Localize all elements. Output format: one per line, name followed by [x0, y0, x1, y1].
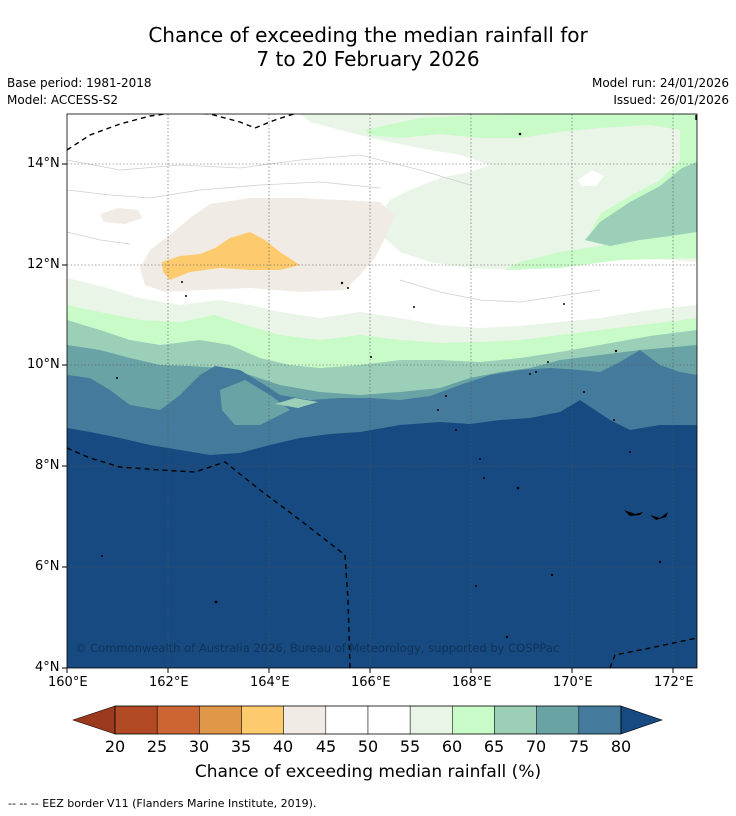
map-title-line2: 7 to 20 February 2026: [256, 47, 480, 71]
colorbar-tick: 65: [483, 737, 505, 756]
colorbar-tick: 25: [146, 737, 168, 756]
colorbar-over-arrow: [620, 705, 663, 735]
colorbar-under-arrow: [72, 705, 116, 735]
lon-tick-label: 166°E: [351, 675, 391, 690]
colorbar-bin: [578, 705, 622, 735]
lat-tick-label: 4°N: [35, 660, 60, 675]
probability-field: [67, 114, 697, 668]
colorbar-bin: [536, 705, 580, 735]
patch-65-70: [275, 398, 318, 408]
colorbar-bin: [283, 705, 327, 735]
map-frame: [66, 113, 698, 669]
colorbar-tick: 50: [357, 737, 379, 756]
colorbar-tick: 35: [230, 737, 252, 756]
model-label: Model: ACCESS-S2: [7, 93, 119, 107]
colorbar-bin: [452, 705, 495, 735]
lat-tick-label: 10°N: [27, 357, 60, 372]
colorbar-bin: [494, 705, 537, 735]
colorbar-tick: 20: [104, 737, 126, 756]
lon-tick-label: 168°E: [452, 675, 492, 690]
colorbar-bin: [367, 705, 411, 735]
patch-white-east: [578, 170, 604, 186]
colorbar-bin: [199, 705, 242, 735]
copyright-notice: © Commonwealth of Australia 2026, Bureau…: [75, 641, 560, 655]
lat-tick-label: 6°N: [35, 559, 60, 574]
colorbar: [72, 705, 663, 735]
band-35-40: [162, 232, 300, 280]
colorbar-bin: [241, 705, 284, 735]
colorbar-tick: 70: [525, 737, 547, 756]
colorbar-tick: 55: [399, 737, 421, 756]
eez-footnote: -- -- -- EEZ border V11 (Flanders Marine…: [8, 797, 317, 810]
graticule: [67, 114, 697, 668]
colorbar-tick: 80: [610, 737, 632, 756]
colorbar-tick: 30: [188, 737, 210, 756]
lon-tick-label: 162°E: [149, 675, 189, 690]
lat-tick-label: 8°N: [35, 458, 60, 473]
lon-tick-label: 170°E: [553, 675, 593, 690]
lat-tick-label: 14°N: [27, 156, 60, 171]
colorbar-tick: 75: [568, 737, 590, 756]
colorbar-tick: 45: [315, 737, 337, 756]
colorbar-tick: 60: [441, 737, 463, 756]
patch-70-75: [220, 380, 290, 425]
colorbar-bin: [156, 705, 200, 735]
colorbar-bin: [325, 705, 369, 735]
band-65-70-north: [585, 162, 697, 246]
band-60-65-north: [365, 114, 697, 270]
axis-ticks: [62, 163, 674, 673]
colorbar-bin: [114, 705, 158, 735]
model-run-label: Model run: 24/01/2026: [591, 76, 729, 90]
islands: [101, 132, 668, 639]
eez-border: [67, 114, 697, 668]
colorbar-title: Chance of exceeding median rainfall (%): [194, 762, 542, 782]
lat-tick-label: 12°N: [27, 257, 60, 272]
issued-label: Issued: 26/01/2026: [613, 93, 729, 107]
colorbar-tick: 40: [272, 737, 294, 756]
map-title-line1: Chance of exceeding the median rainfall …: [148, 23, 588, 47]
lon-tick-label: 160°E: [48, 675, 88, 690]
patch-beige-west: [100, 208, 142, 224]
lon-tick-label: 164°E: [250, 675, 290, 690]
lon-tick-label: 172°E: [654, 675, 694, 690]
colorbar-bin: [409, 705, 453, 735]
band-over-80: [67, 400, 697, 668]
base-period-label: Base period: 1981-2018: [7, 76, 152, 90]
